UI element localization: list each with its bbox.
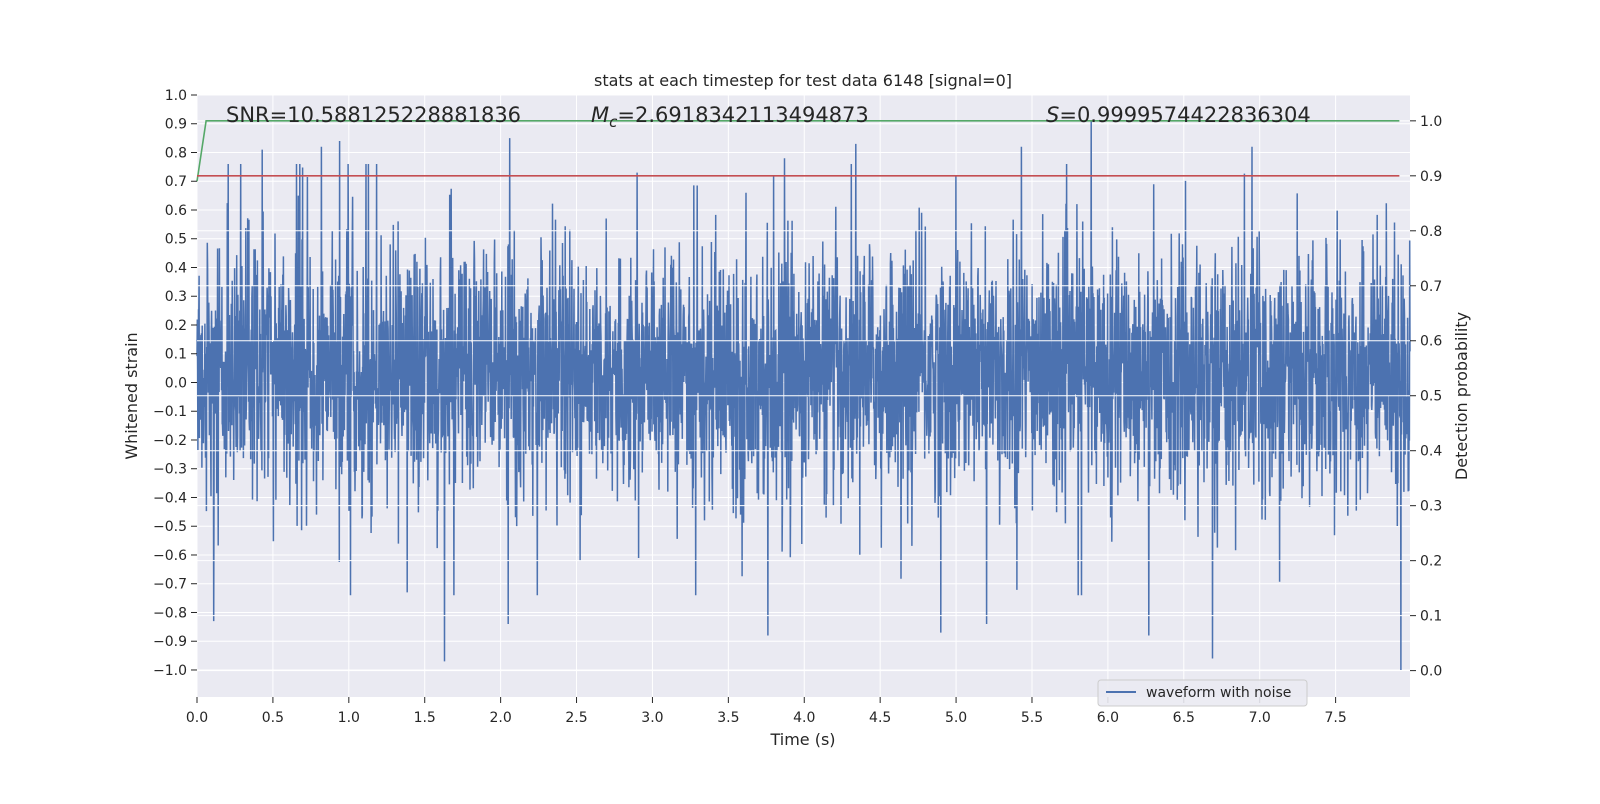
x-tick-label: 4.0	[793, 710, 815, 726]
y-tick-label: −1.0	[153, 663, 187, 679]
snr-annotation: SNR=10.588125228881836	[226, 103, 521, 127]
y2-tick-label: 1.0	[1420, 114, 1442, 130]
y-tick-label: −0.2	[153, 433, 187, 449]
x-tick-label: 3.0	[641, 710, 663, 726]
x-tick-label: 6.0	[1097, 710, 1119, 726]
y-tick-label: −0.5	[153, 519, 187, 535]
y-tick-label: 0.1	[165, 347, 187, 363]
x-tick-label: 6.5	[1173, 710, 1195, 726]
y-tick-label: 0.3	[165, 289, 187, 305]
y-tick-label: −0.9	[153, 634, 187, 650]
y-tick-label: −0.8	[153, 605, 187, 621]
y-tick-label: 0.8	[165, 145, 187, 161]
x-tick-label: 5.5	[1021, 710, 1043, 726]
y2-tick-label: 0.2	[1420, 554, 1442, 570]
legend-label: waveform with noise	[1146, 685, 1291, 701]
y2-tick-label: 0.3	[1420, 499, 1442, 515]
probability-series	[196, 120, 1400, 182]
y-tick-label: −0.1	[153, 404, 187, 420]
y2-tick-label: 0.5	[1420, 389, 1442, 405]
y-tick-label: −0.3	[153, 462, 187, 478]
x-tick-label: 1.5	[414, 710, 436, 726]
y2-tick-label: 0.7	[1420, 279, 1442, 295]
x-tick-label: 7.5	[1324, 710, 1346, 726]
y2-ticks: 1.0 0.9 0.8 0.7 0.6 0.5 0.4 0.3 0.2 0.1 0.0	[1410, 114, 1442, 680]
x-tick-label: 7.0	[1249, 710, 1271, 726]
detection-probability-line	[196, 120, 1400, 182]
y2-tick-label: 0.6	[1420, 334, 1442, 350]
x-tick-label: 0.5	[262, 710, 284, 726]
y-tick-label: 0.7	[165, 174, 187, 190]
legend: waveform with noise	[1097, 679, 1308, 707]
x-ticks: 0.0 0.5 1.0 1.5 2.0 2.5 3.0 3.5 4.0 4.5 5.0 5.5 6.0 6…	[186, 697, 1347, 726]
waveform-series	[196, 120, 1411, 671]
y-tick-label: 0.5	[165, 232, 187, 248]
chart-title: stats at each timestep for test data 614…	[594, 71, 1012, 90]
y-tick-label: 0.9	[165, 117, 187, 133]
y-tick-label: 0.4	[165, 260, 187, 276]
s-annotation: S=0.9999574422836304	[1046, 103, 1311, 127]
y-tick-label: 0.0	[165, 375, 187, 391]
y-tick-label: −0.6	[153, 548, 187, 564]
x-tick-label: 5.0	[945, 710, 967, 726]
y2-tick-label: 0.4	[1420, 444, 1442, 460]
x-axis-label: Time (s)	[769, 730, 835, 749]
y2-tick-label: 0.0	[1420, 664, 1442, 680]
waveform-line	[196, 120, 1411, 671]
y2-tick-label: 0.8	[1420, 224, 1442, 240]
y-axis-label: Whitened strain	[122, 332, 141, 459]
chirp-mass-annotation: Mc=2.6918342113494873	[591, 103, 869, 131]
y2-tick-label: 0.1	[1420, 609, 1442, 625]
y-tick-label: 0.2	[165, 318, 187, 334]
x-tick-label: 0.0	[186, 710, 208, 726]
y2-axis-label: Detection probability	[1452, 312, 1471, 480]
y-tick-label: −0.4	[153, 490, 187, 506]
x-tick-label: 3.5	[717, 710, 739, 726]
x-tick-label: 1.0	[338, 710, 360, 726]
y-tick-label: 0.6	[165, 203, 187, 219]
y-tick-label: −0.7	[153, 577, 187, 593]
y-ticks: 1.0 0.9 0.8 0.7 0.6 0.5 0.4 0.3 0.2 0.1 0.0 −0.1 −0.…	[153, 88, 197, 679]
x-tick-label: 4.5	[869, 710, 891, 726]
x-tick-label: 2.5	[565, 710, 587, 726]
y-tick-label: 1.0	[165, 88, 187, 104]
x-tick-label: 2.0	[489, 710, 511, 726]
y2-tick-label: 0.9	[1420, 169, 1442, 185]
